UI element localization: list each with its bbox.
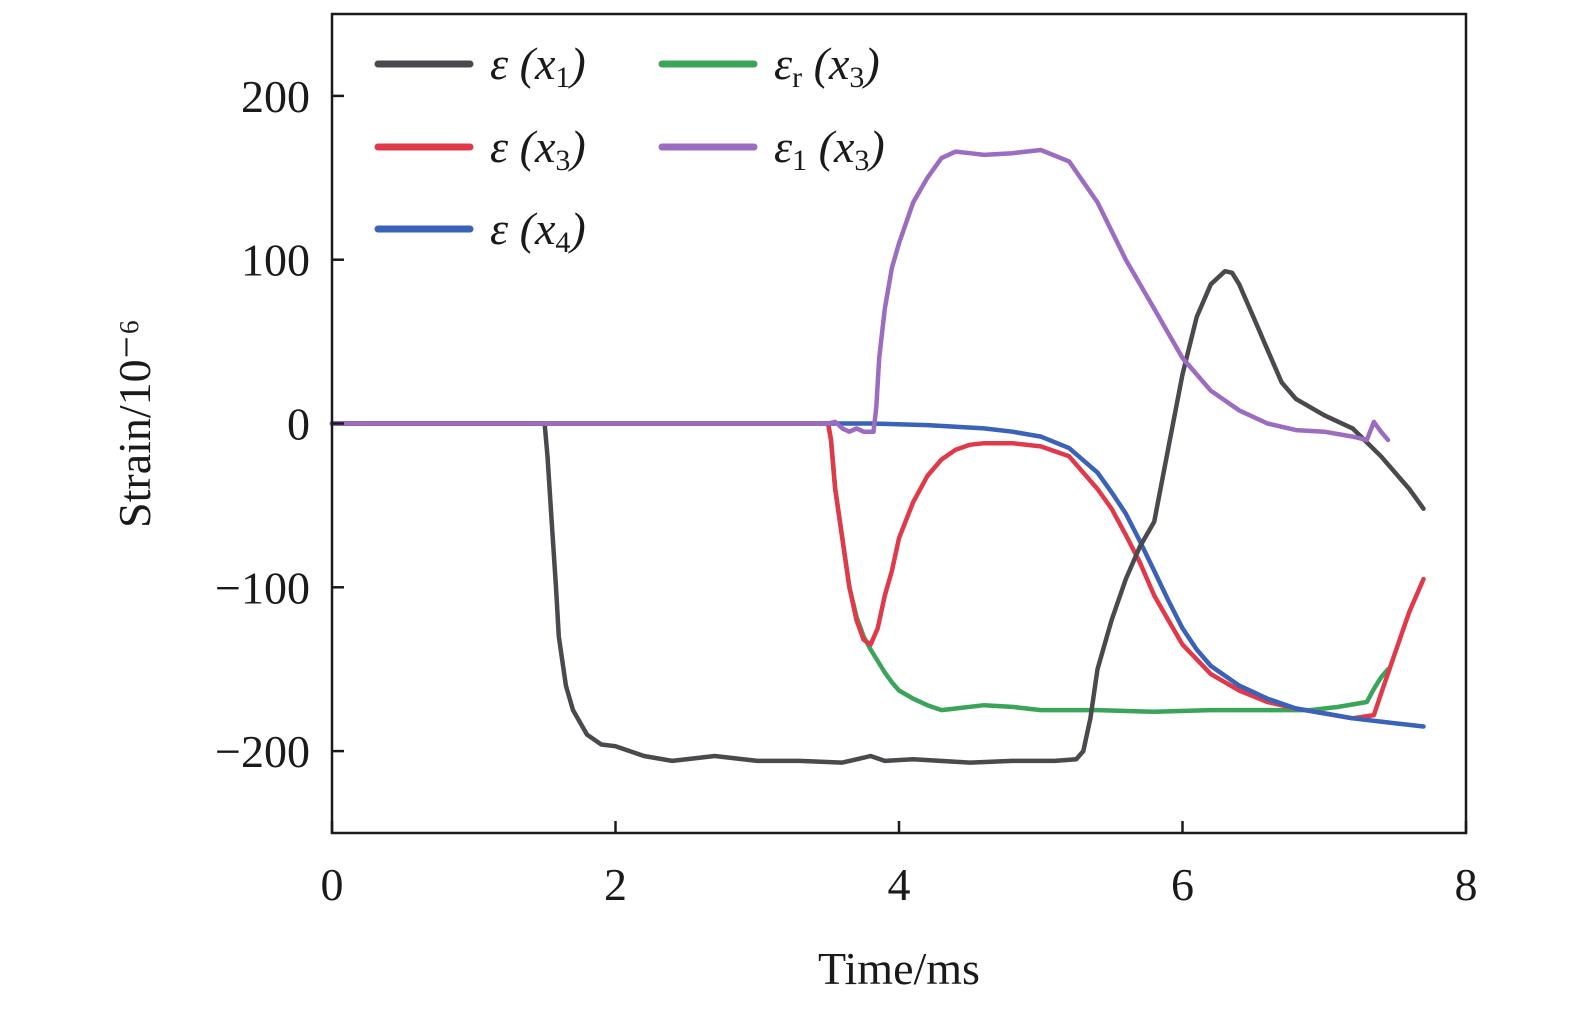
legend-label: ε1 (x3) [774, 121, 885, 177]
series-line-0 [329, 268, 1426, 765]
y-tick-label: 0 [287, 399, 310, 450]
x-tick-label: 4 [888, 859, 911, 910]
series-line-2 [329, 421, 1426, 729]
series-line-4 [329, 147, 1391, 443]
x-tick-label: 0 [321, 859, 344, 910]
legend-label: ε (x3) [490, 121, 586, 177]
y-axis-title: Strain/10⁻⁶ [109, 319, 160, 528]
legend: ε (x1) ε (x3) ε (x4) εr (x3) ε1 (x3) [374, 38, 885, 259]
y-tick-label: −200 [215, 726, 310, 777]
x-axis-title: Time/ms [818, 943, 980, 994]
y-tick-label: 200 [241, 71, 310, 122]
tick-layer: 0 2 4 6 8 200 100 0 −100 −200 [215, 71, 1477, 910]
series-line-3 [329, 421, 1391, 715]
x-tick-label: 6 [1171, 859, 1194, 910]
y-tick-label: 100 [241, 235, 310, 286]
y-tick-label: −100 [215, 562, 310, 613]
x-tick-label: 8 [1455, 859, 1478, 910]
legend-label: ε (x4) [490, 203, 586, 259]
x-tick-label: 2 [604, 859, 627, 910]
legend-label: εr (x3) [774, 38, 880, 94]
legend-label: ε (x1) [490, 38, 586, 94]
series-layer [329, 147, 1426, 765]
series-line-1 [329, 421, 1426, 721]
